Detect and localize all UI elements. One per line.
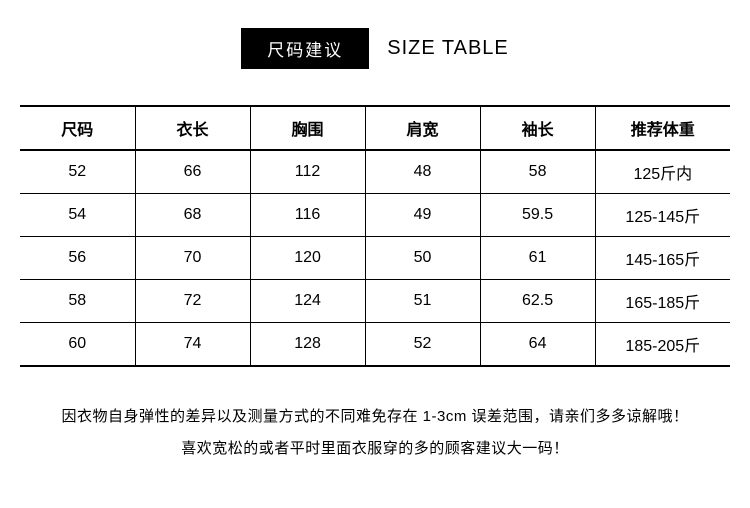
col-weight: 推荐体重 [595, 106, 730, 150]
table-cell: 48 [365, 150, 480, 194]
table-cell: 58 [20, 280, 135, 323]
table-cell: 124 [250, 280, 365, 323]
table-header-row: 尺码 衣长 胸围 肩宽 袖长 推荐体重 [20, 106, 730, 150]
table-cell: 70 [135, 237, 250, 280]
size-table-container: 尺码 衣长 胸围 肩宽 袖长 推荐体重 52661124858125斤内5468… [0, 69, 750, 367]
table-cell: 120 [250, 237, 365, 280]
table-cell: 52 [365, 323, 480, 367]
table-cell: 60 [20, 323, 135, 367]
note-line-1: 因衣物自身弹性的差异以及测量方式的不同难免存在 1-3cm 误差范围，请亲们多多… [0, 401, 750, 433]
table-cell: 61 [480, 237, 595, 280]
table-cell: 185-205斤 [595, 323, 730, 367]
table-cell: 51 [365, 280, 480, 323]
table-cell: 56 [20, 237, 135, 280]
table-row: 52661124858125斤内 [20, 150, 730, 194]
notes: 因衣物自身弹性的差异以及测量方式的不同难免存在 1-3cm 误差范围，请亲们多多… [0, 367, 750, 464]
header: 尺码建议 SIZE TABLE [0, 0, 750, 69]
col-length: 衣长 [135, 106, 250, 150]
table-cell: 165-185斤 [595, 280, 730, 323]
col-shoulder: 肩宽 [365, 106, 480, 150]
table-cell: 52 [20, 150, 135, 194]
table-cell: 66 [135, 150, 250, 194]
table-cell: 64 [480, 323, 595, 367]
table-cell: 68 [135, 194, 250, 237]
size-table: 尺码 衣长 胸围 肩宽 袖长 推荐体重 52661124858125斤内5468… [20, 105, 730, 367]
table-cell: 62.5 [480, 280, 595, 323]
table-cell: 59.5 [480, 194, 595, 237]
table-row: 56701205061145-165斤 [20, 237, 730, 280]
table-cell: 49 [365, 194, 480, 237]
table-cell: 54 [20, 194, 135, 237]
table-cell: 74 [135, 323, 250, 367]
table-cell: 58 [480, 150, 595, 194]
col-sleeve: 袖长 [480, 106, 595, 150]
table-row: 60741285264185-205斤 [20, 323, 730, 367]
size-table-title: SIZE TABLE [387, 37, 509, 60]
col-bust: 胸围 [250, 106, 365, 150]
table-row: 54681164959.5125-145斤 [20, 194, 730, 237]
table-cell: 128 [250, 323, 365, 367]
table-cell: 145-165斤 [595, 237, 730, 280]
table-cell: 112 [250, 150, 365, 194]
table-cell: 125-145斤 [595, 194, 730, 237]
table-cell: 50 [365, 237, 480, 280]
col-size: 尺码 [20, 106, 135, 150]
table-cell: 125斤内 [595, 150, 730, 194]
note-line-2: 喜欢宽松的或者平时里面衣服穿的多的顾客建议大一码！ [0, 433, 750, 465]
table-cell: 72 [135, 280, 250, 323]
table-cell: 116 [250, 194, 365, 237]
table-row: 58721245162.5165-185斤 [20, 280, 730, 323]
size-suggestion-badge: 尺码建议 [241, 28, 369, 69]
